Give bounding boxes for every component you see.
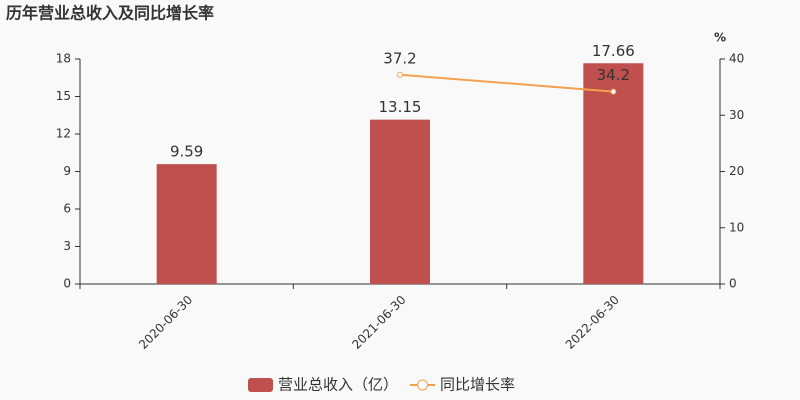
bar [370,119,430,284]
y2-tick-label: 0 [729,277,737,291]
bar [156,164,217,284]
legend-swatch [248,378,273,392]
y-tick-label: 18 [56,52,71,66]
line-point [397,71,403,78]
y-tick-label: 9 [63,164,71,178]
legend-swatch [417,379,429,391]
x-tick-label: 2020-06-30 [136,293,195,352]
y-tick-label: 0 [63,277,71,291]
bar-value-label: 17.66 [592,42,635,60]
y2-tick-label: 10 [729,220,744,234]
x-tick-label: 2022-06-30 [563,293,622,352]
y-tick-label: 6 [63,202,71,216]
chart-title: 历年营业总收入及同比增长率 [6,4,214,23]
line-value-label: 37.2 [383,49,416,67]
y2-tick-label: 40 [729,52,744,66]
bar [583,63,644,284]
bar-value-label: 9.59 [170,143,203,161]
bar-value-label: 13.15 [379,98,422,116]
y-tick-label: 12 [56,127,71,141]
y2-tick-label: 20 [729,164,744,178]
legend-label: 同比增长率 [440,376,515,394]
y2-tick-label: 30 [729,108,744,122]
line-point [610,88,617,95]
x-tick-label: 2021-06-30 [349,293,408,352]
y-tick-label: 3 [63,239,71,253]
line [399,73,614,93]
y-tick-label: 15 [56,89,71,103]
legend-label: 营业总收入（亿） [278,376,398,394]
y2-axis-label: % [714,31,726,45]
line-value-label: 34.2 [597,66,630,84]
